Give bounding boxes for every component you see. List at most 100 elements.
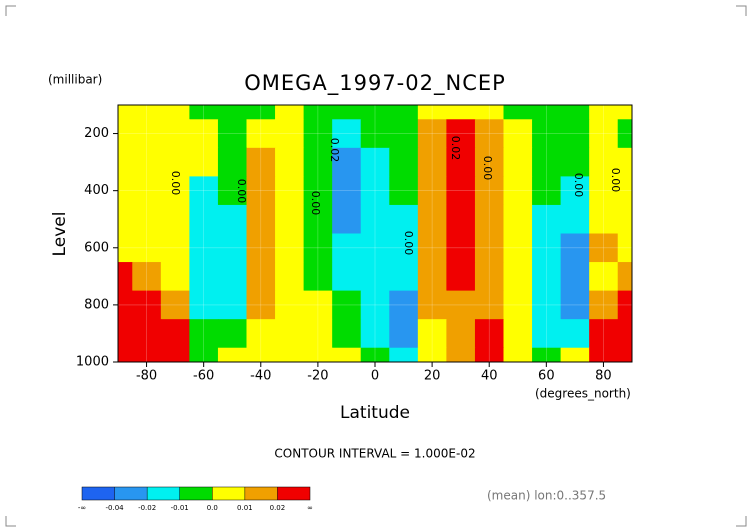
contour-cell	[417, 233, 447, 263]
contour-cell	[275, 233, 305, 263]
contour-cell	[360, 105, 390, 120]
contour-cell	[160, 147, 190, 177]
contour-cell	[589, 290, 619, 320]
contour-cell	[560, 119, 590, 149]
contour-cell	[360, 233, 390, 263]
contour-cell	[275, 290, 305, 320]
contour-cell	[446, 347, 476, 363]
contour-cell	[417, 119, 447, 149]
y-tick-label: 200	[84, 126, 109, 141]
contour-cell	[189, 176, 219, 206]
contour-cell	[389, 204, 419, 234]
contour-cell	[389, 119, 419, 149]
contour-cell	[303, 105, 333, 120]
contour-cell	[246, 233, 276, 263]
contour-cell	[118, 105, 133, 120]
contour-cell	[532, 119, 562, 149]
contour-cell	[303, 262, 333, 292]
contour-cell	[417, 176, 447, 206]
contour-cell	[617, 176, 633, 206]
corner-mark	[5, 516, 16, 527]
contour-cell	[474, 290, 504, 320]
contour-cell	[160, 347, 190, 363]
contour-cell	[332, 233, 362, 263]
contour-cell	[246, 262, 276, 292]
contour-label: 0.00	[169, 171, 182, 196]
contour-cell	[217, 147, 247, 177]
contour-cell	[446, 119, 476, 149]
contour-cell	[474, 176, 504, 206]
contour-cell	[589, 105, 619, 120]
contour-cell	[132, 119, 162, 149]
contour-cell	[275, 119, 305, 149]
contour-cell	[132, 262, 162, 292]
contour-cell	[246, 119, 276, 149]
contour-cell	[560, 233, 590, 263]
contour-cell	[132, 105, 162, 120]
contour-cell	[332, 347, 362, 363]
contour-cell	[389, 233, 419, 263]
contour-cell	[617, 319, 633, 349]
contour-cell	[246, 105, 276, 120]
contour-cell	[589, 119, 619, 149]
x-tick-label: 20	[424, 369, 441, 384]
contour-cell	[303, 319, 333, 349]
contour-cell	[217, 204, 247, 234]
contour-cell	[503, 147, 533, 177]
x-tick-label: -80	[136, 369, 157, 384]
contour-cell	[118, 262, 133, 292]
contour-cell	[246, 347, 276, 363]
contour-cell	[275, 204, 305, 234]
contour-cell	[560, 319, 590, 349]
contour-cell	[446, 105, 476, 120]
contour-cell	[617, 233, 633, 263]
contour-cell	[560, 147, 590, 177]
contour-field	[118, 105, 633, 363]
contour-cell	[389, 147, 419, 177]
contour-cell	[303, 204, 333, 234]
contour-cell	[303, 119, 333, 149]
contour-cell	[275, 105, 305, 120]
contour-cell	[446, 262, 476, 292]
contour-cell	[474, 204, 504, 234]
y-unit: (millibar)	[48, 73, 102, 87]
contour-cell	[160, 233, 190, 263]
contour-cell	[417, 319, 447, 349]
contour-cell	[275, 147, 305, 177]
y-tick-label: 400	[84, 183, 109, 198]
contour-cell	[503, 233, 533, 263]
contour-cell	[217, 233, 247, 263]
contour-cell	[118, 119, 133, 149]
contour-cell	[246, 290, 276, 320]
contour-label: 0.02	[449, 136, 462, 161]
x-tick-label: 0	[371, 369, 379, 384]
colorbar-swatch	[82, 487, 115, 500]
contour-cell	[532, 176, 562, 206]
contour-cell	[160, 119, 190, 149]
contour-cell	[118, 290, 133, 320]
contour-cell	[389, 319, 419, 349]
contour-cell	[417, 105, 447, 120]
contour-cell	[217, 290, 247, 320]
contour-cell	[617, 119, 633, 149]
contour-cell	[246, 147, 276, 177]
contour-cell	[118, 204, 133, 234]
contour-cell	[275, 176, 305, 206]
contour-cell	[446, 290, 476, 320]
contour-cell	[503, 204, 533, 234]
contour-cell	[560, 290, 590, 320]
contour-cell	[360, 262, 390, 292]
y-axis-label: Level	[50, 212, 70, 257]
corner-mark	[5, 5, 16, 16]
contour-cell	[474, 262, 504, 292]
contour-cell	[617, 290, 633, 320]
contour-cell	[246, 204, 276, 234]
contour-cell	[532, 204, 562, 234]
contour-cell	[332, 176, 362, 206]
contour-cell	[389, 347, 419, 363]
contour-cell	[118, 233, 133, 263]
contour-label: 0.00	[481, 156, 494, 181]
contour-label: 0.00	[402, 231, 415, 256]
contour-cell	[332, 204, 362, 234]
